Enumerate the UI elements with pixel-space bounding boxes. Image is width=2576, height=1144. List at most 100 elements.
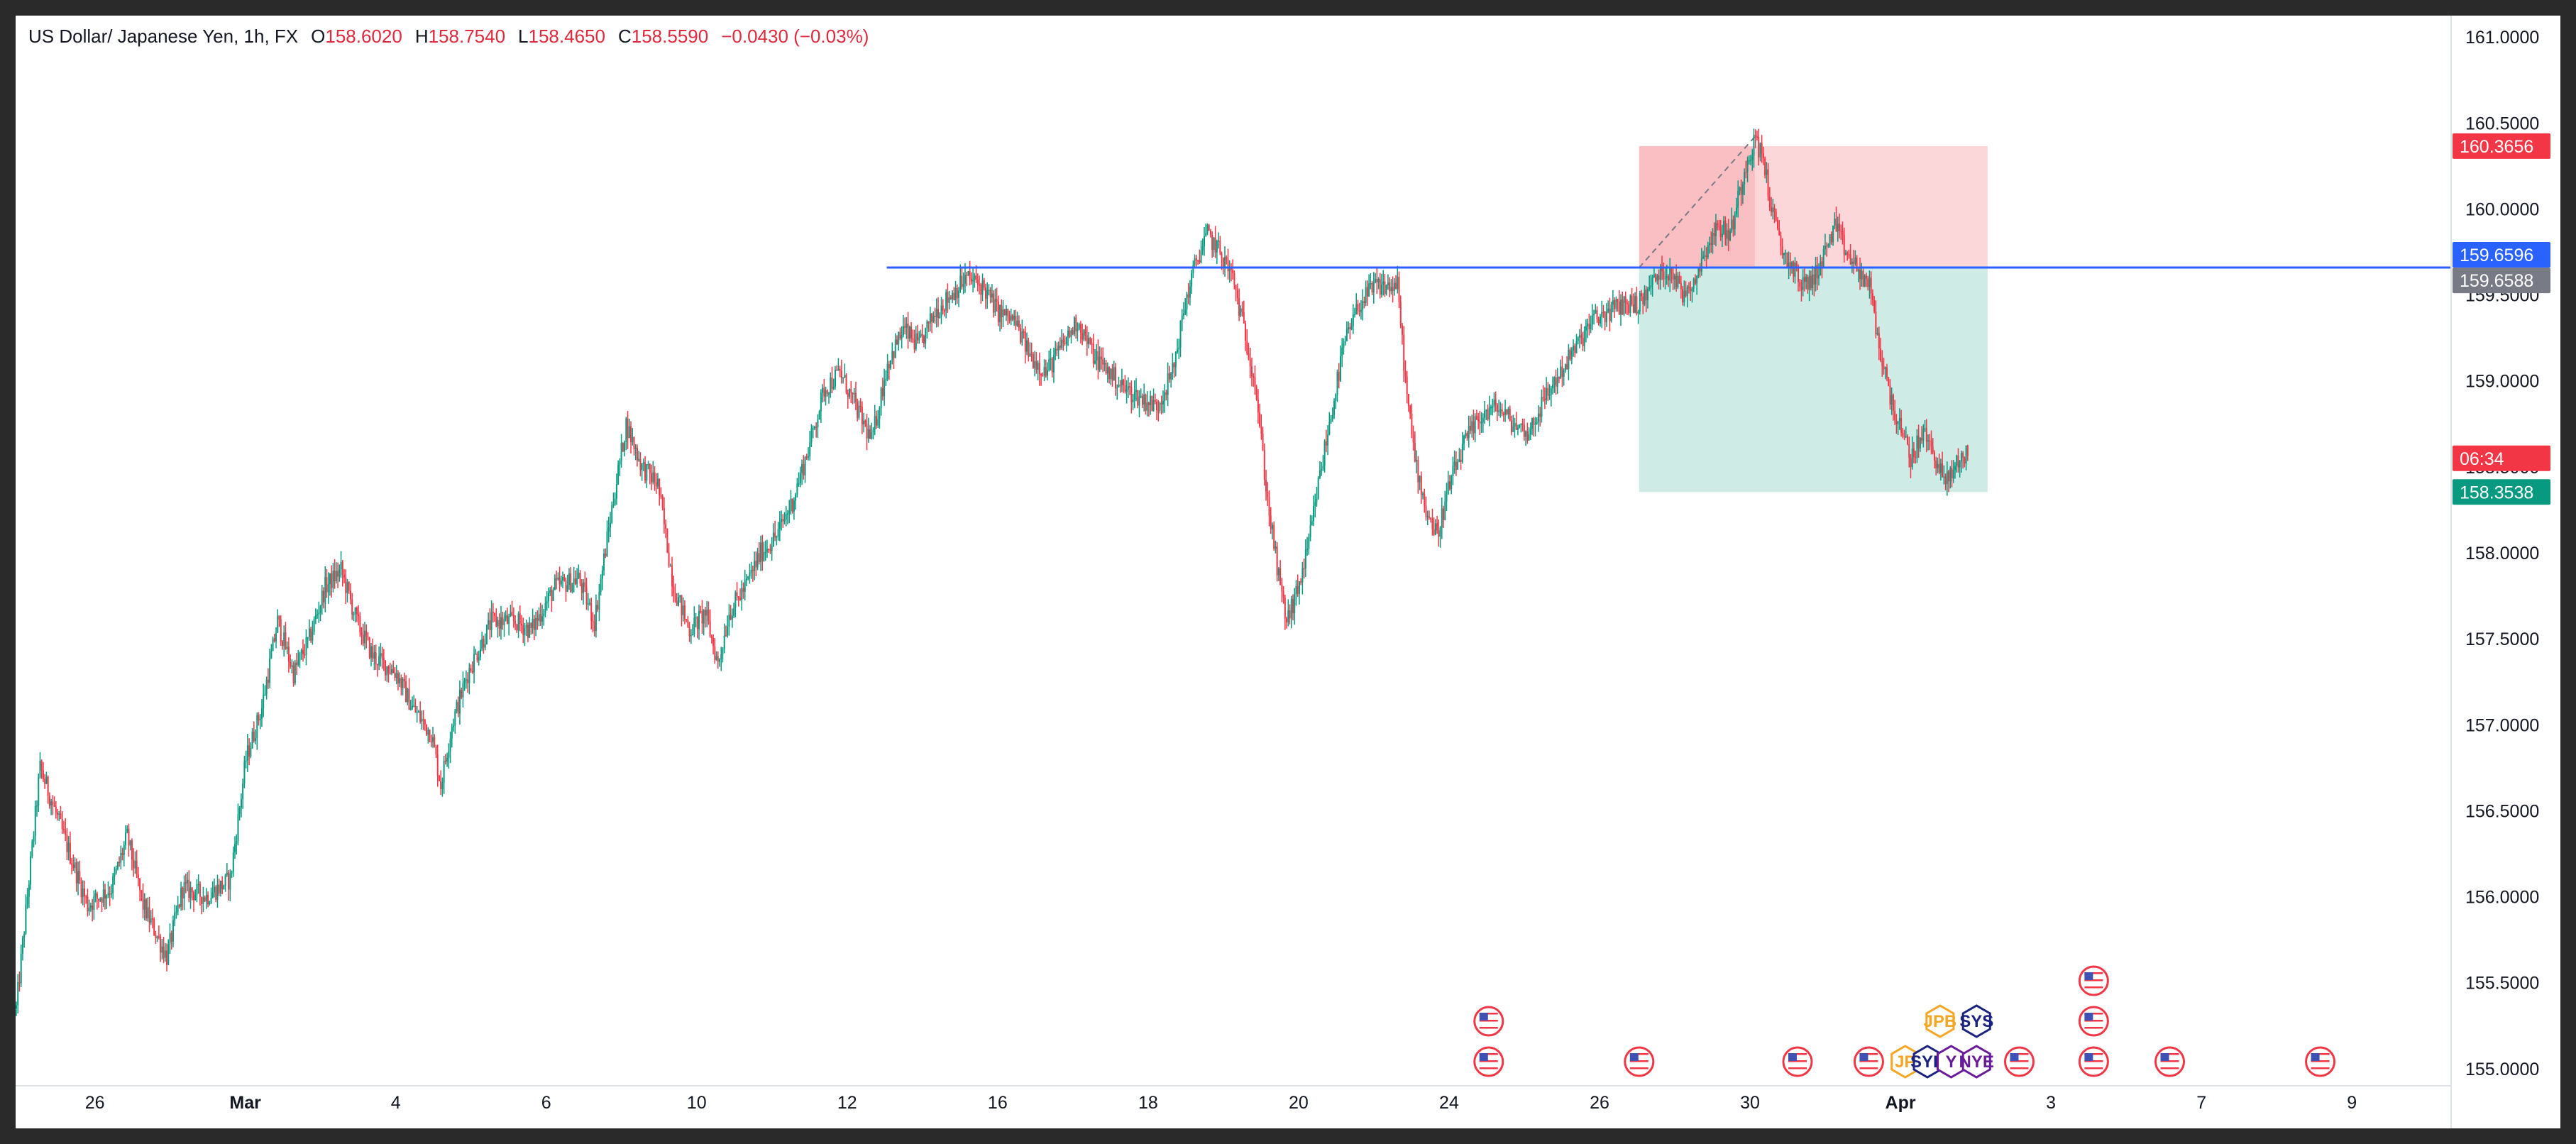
us-flag-icon[interactable] xyxy=(1853,1046,1884,1077)
candle-body xyxy=(785,514,787,520)
candle-body xyxy=(809,442,811,457)
candle xyxy=(1685,281,1687,298)
us-flag-icon[interactable] xyxy=(2078,1046,2109,1077)
candle-body xyxy=(1849,254,1851,264)
candle xyxy=(717,651,719,669)
candle-body xyxy=(975,275,977,280)
candle-body xyxy=(1646,289,1648,301)
candle xyxy=(106,894,108,910)
flag-canton xyxy=(2010,1053,2019,1061)
candle xyxy=(1726,223,1728,246)
candle xyxy=(937,297,940,327)
candle xyxy=(651,464,653,490)
us-flag-icon[interactable] xyxy=(2078,965,2109,996)
candle xyxy=(376,664,378,677)
candle-body xyxy=(1282,591,1284,598)
us-flag-icon[interactable] xyxy=(2154,1046,2186,1077)
candle-body xyxy=(803,464,805,475)
candle-body xyxy=(1259,412,1261,427)
stop-loss-zone[interactable] xyxy=(1639,145,1988,268)
us-flag-icon[interactable] xyxy=(1624,1046,1655,1077)
candle-body xyxy=(1949,468,1952,482)
candle xyxy=(976,273,979,292)
candle-body xyxy=(1569,349,1571,360)
candle-body xyxy=(1723,220,1725,234)
candle xyxy=(1729,228,1732,241)
candle-body xyxy=(1575,341,1578,353)
us-flag-icon[interactable] xyxy=(2305,1046,2336,1077)
symbol-title[interactable]: US Dollar/ Japanese Yen, 1h, FX xyxy=(28,26,299,47)
candle-body xyxy=(636,447,638,461)
candle-body xyxy=(408,688,410,710)
candle-body xyxy=(783,519,786,522)
economic-event-icon[interactable]: JPB xyxy=(1924,1004,1957,1038)
candle xyxy=(1081,323,1084,346)
candle-body xyxy=(1399,302,1402,326)
candle-body xyxy=(661,495,664,509)
candle xyxy=(715,651,717,661)
candle-body xyxy=(1051,358,1053,373)
candle xyxy=(539,603,541,627)
candle-body xyxy=(1205,233,1207,237)
us-flag-icon[interactable] xyxy=(1473,1046,1504,1077)
candle xyxy=(655,473,657,494)
candle-body xyxy=(1539,413,1541,417)
candle-body xyxy=(1443,508,1445,520)
economic-event-icon[interactable]: NYE xyxy=(1959,1045,1994,1079)
candle-body xyxy=(989,290,991,298)
candle xyxy=(160,934,162,962)
candle-body xyxy=(1515,423,1517,430)
candle-body xyxy=(812,428,814,429)
candle xyxy=(844,363,846,379)
candle xyxy=(331,565,333,598)
candle-body xyxy=(451,727,453,739)
us-flag-icon[interactable] xyxy=(1473,1006,1504,1037)
candle xyxy=(1073,316,1075,336)
candle-body xyxy=(211,892,214,898)
us-flag-icon[interactable] xyxy=(2078,1006,2109,1037)
candle-body xyxy=(1713,232,1715,236)
candle-body xyxy=(1807,277,1809,290)
candle-body xyxy=(1055,348,1057,356)
candle xyxy=(953,287,955,301)
candle xyxy=(1894,400,1896,425)
time-axis[interactable]: 26 Mar 4 6 10 12 16 18 20 24 26 30 Apr 3 7 9 xyxy=(16,1085,2451,1113)
candle-body xyxy=(1294,593,1296,614)
candle-body xyxy=(766,549,768,552)
position-zone[interactable] xyxy=(1639,136,1988,493)
candle-body xyxy=(1267,491,1269,497)
us-flag-icon[interactable] xyxy=(2003,1046,2035,1077)
price-axis[interactable]: 161.0000160.5000160.0000159.5000159.0000… xyxy=(2450,16,2539,1128)
candle-body xyxy=(1868,277,1871,287)
candle xyxy=(1086,326,1088,356)
candle xyxy=(1492,398,1494,416)
us-flag-icon[interactable] xyxy=(1782,1046,1813,1077)
candle xyxy=(1678,271,1680,284)
candle xyxy=(236,834,238,855)
candle xyxy=(769,544,771,554)
candle-body xyxy=(44,779,46,784)
candle xyxy=(593,614,595,637)
candle-body xyxy=(1844,253,1846,255)
candle xyxy=(562,571,564,588)
economic-event-icon[interactable]: SYS xyxy=(1959,1004,1993,1038)
candle xyxy=(1279,560,1282,585)
candle xyxy=(1870,271,1872,305)
candle-body xyxy=(1277,568,1279,576)
take-profit-zone[interactable] xyxy=(1639,268,1988,493)
candle-body xyxy=(529,622,531,638)
candle xyxy=(1187,282,1189,304)
economic-event-icon[interactable]: JP xyxy=(1890,1045,1920,1079)
candle xyxy=(785,505,787,527)
chart-frame[interactable]: JPB SYS JP SYE Y NYE 161.0000 160.5000 160.0000… xyxy=(16,16,2560,1128)
candle-body xyxy=(1555,377,1557,387)
open-label: O xyxy=(311,26,326,47)
candle xyxy=(1375,273,1377,284)
candle-body xyxy=(1129,386,1131,387)
candle xyxy=(1667,274,1669,287)
candle xyxy=(1842,221,1844,245)
candle xyxy=(125,825,127,850)
candle xyxy=(1205,224,1207,237)
